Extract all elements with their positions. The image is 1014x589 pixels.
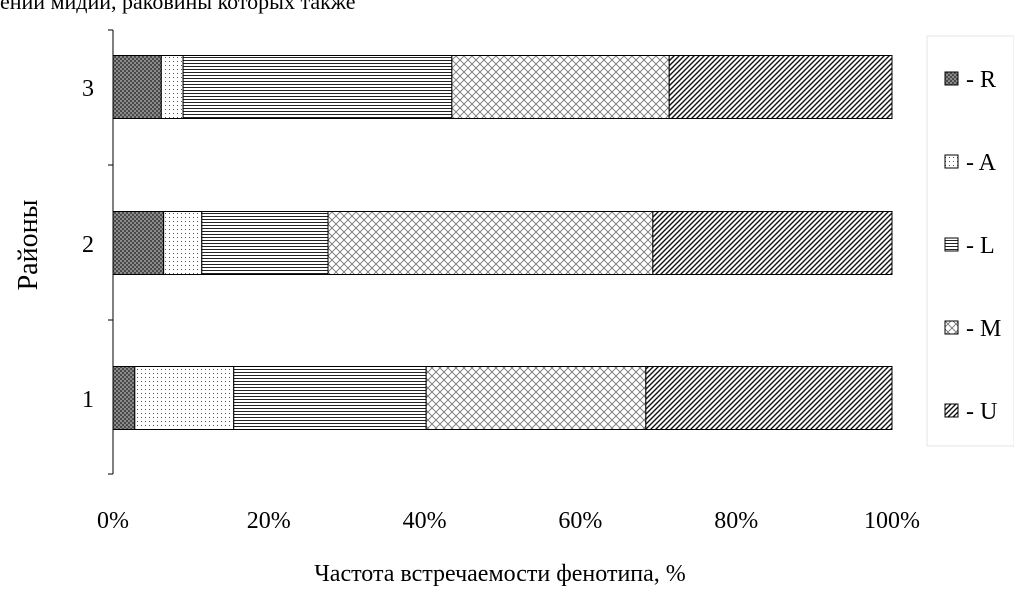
legend: - R - A - L - M - U [926,35,1014,447]
y-tick-label: 2 [82,232,94,258]
y-tick-label: 3 [82,76,94,102]
bar-segment-a-district-1 [134,366,235,430]
legend-label: - M [966,316,1001,342]
legend-label: - U [966,399,997,425]
x-tick-label: 0% [97,508,129,534]
bar-segment-a-district-2 [163,211,203,275]
x-tick-label: 80% [714,508,758,534]
legend-swatch [944,320,959,335]
bar-segment-l-district-1 [233,366,427,430]
bar-segment-a-district-3 [160,55,184,119]
legend-label: - R [966,67,996,93]
x-tick-label: 40% [403,508,447,534]
bar-segment-u-district-2 [652,211,893,275]
bar-segment-l-district-3 [182,55,453,119]
cropped-caption-text: ений мидий, раковины которых также [0,0,356,14]
bar-segment-r-district-2 [112,211,165,275]
y-axis-label: Районы [13,199,44,290]
bars-group [112,55,893,430]
bar-segment-m-district-2 [327,211,654,275]
x-tick-label: 20% [247,508,291,534]
legend-swatch [944,71,959,86]
legend-swatch [944,403,959,418]
bar-segment-m-district-3 [451,55,670,119]
legend-swatch [944,237,959,252]
bar-segment-m-district-1 [425,366,647,430]
y-tick-label: 1 [82,387,94,413]
legend-label: - L [966,233,995,259]
legend-label: - A [966,150,997,176]
bar-segment-u-district-1 [645,366,893,430]
bar-segment-r-district-3 [112,55,162,119]
legend-box [926,35,1014,447]
legend-swatch [944,154,959,169]
bar-segment-r-district-1 [112,366,136,430]
x-tick-label: 100% [864,508,920,534]
x-tick-labels: 0% 20% 40% 60% 80% 100% [97,508,920,534]
y-tick-labels: 1 2 3 [82,76,94,413]
axes [108,29,114,475]
x-tick-label: 60% [558,508,602,534]
bar-segment-l-district-2 [201,211,329,275]
x-axis-label: Частота встречаемости фенотипа, % [314,561,686,587]
bar-segment-u-district-3 [668,55,893,119]
